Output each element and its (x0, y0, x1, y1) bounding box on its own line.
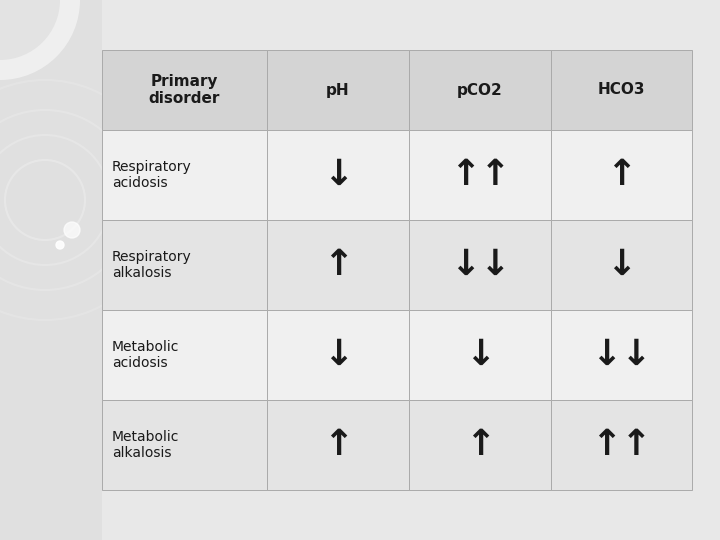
Circle shape (56, 241, 64, 249)
Text: pCO2: pCO2 (457, 83, 503, 98)
Bar (551, 310, 692, 400)
Wedge shape (0, 0, 60, 60)
Text: ↑↑: ↑↑ (450, 158, 510, 192)
Circle shape (64, 222, 80, 238)
Text: Metabolic
alkalosis: Metabolic alkalosis (112, 430, 179, 460)
Text: ↑: ↑ (323, 428, 353, 462)
Bar (267, 310, 409, 400)
Text: ↑: ↑ (465, 428, 495, 462)
Text: Metabolic
acidosis: Metabolic acidosis (112, 340, 179, 370)
Text: HCO3: HCO3 (598, 83, 645, 98)
Wedge shape (0, 0, 80, 80)
Bar (102, 220, 267, 310)
Bar (102, 310, 267, 400)
Text: Respiratory
alkalosis: Respiratory alkalosis (112, 250, 192, 280)
Bar (267, 400, 409, 490)
Text: pH: pH (326, 83, 350, 98)
Bar (409, 50, 551, 130)
Bar (409, 130, 551, 220)
Text: Primary
disorder: Primary disorder (149, 74, 220, 106)
Bar (409, 220, 551, 310)
Bar (267, 50, 409, 130)
Bar (551, 220, 692, 310)
Text: ↓: ↓ (465, 338, 495, 372)
Text: ↓: ↓ (323, 158, 353, 192)
Text: ↑: ↑ (323, 248, 353, 282)
Bar (409, 310, 551, 400)
Bar (551, 130, 692, 220)
Text: ↓: ↓ (323, 338, 353, 372)
Text: ↑: ↑ (606, 158, 636, 192)
Text: Respiratory
acidosis: Respiratory acidosis (112, 160, 192, 190)
Bar (102, 400, 267, 490)
Bar (102, 50, 267, 130)
Bar (267, 130, 409, 220)
Bar (102, 130, 267, 220)
Bar (551, 50, 692, 130)
Bar (267, 220, 409, 310)
Text: ↑↑: ↑↑ (591, 428, 652, 462)
Text: ↓↓: ↓↓ (450, 248, 510, 282)
Bar (551, 400, 692, 490)
Text: ↓: ↓ (606, 248, 636, 282)
Bar (409, 400, 551, 490)
Bar (0, 0, 102, 540)
Text: ↓↓: ↓↓ (591, 338, 652, 372)
